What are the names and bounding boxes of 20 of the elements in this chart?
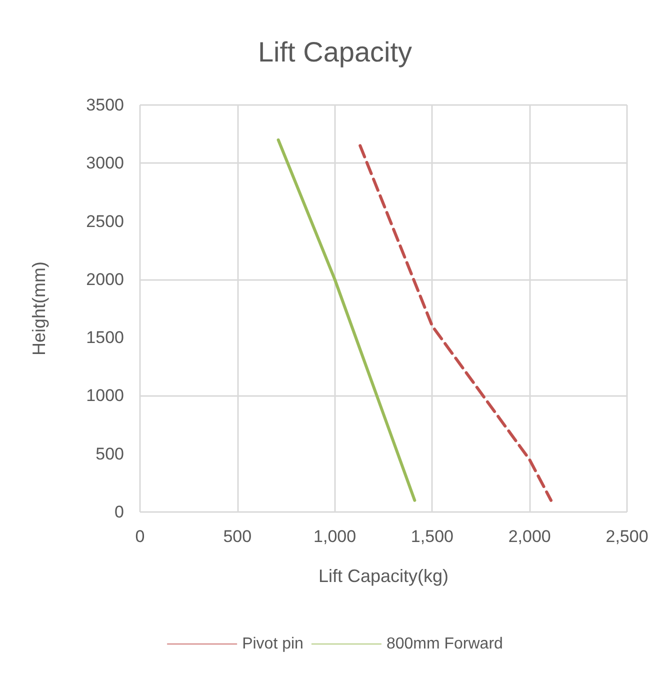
y-tick-label: 1500 bbox=[86, 328, 124, 348]
x-tick-label: 1,000 bbox=[314, 527, 356, 546]
x-tick-label: 500 bbox=[223, 527, 252, 546]
x-tick-label: 2,500 bbox=[606, 527, 648, 546]
x-tick-label: 1,500 bbox=[410, 527, 454, 546]
x-axis-title: Lift Capacity(kg) bbox=[318, 566, 449, 586]
line-series bbox=[358, 144, 553, 502]
y-tick-label: 1000 bbox=[86, 386, 124, 406]
y-tick-label: 2500 bbox=[86, 212, 124, 231]
y-axis-title: Height(mm) bbox=[29, 261, 49, 356]
chart-title: Lift Capacity bbox=[258, 36, 412, 68]
y-tick-label: 3500 bbox=[86, 96, 124, 114]
y-tick-label: 3000 bbox=[86, 154, 124, 173]
x-tick-label: 0 bbox=[135, 527, 145, 546]
y-tick-label: 0 bbox=[114, 502, 124, 522]
y-tick-label: 2000 bbox=[86, 270, 124, 289]
x-tick-label: 2,000 bbox=[508, 527, 551, 546]
y-tick-label: 500 bbox=[96, 444, 124, 464]
legend-label: Pivot pin bbox=[242, 636, 304, 652]
legend-label: 800mm Forward bbox=[386, 636, 503, 652]
